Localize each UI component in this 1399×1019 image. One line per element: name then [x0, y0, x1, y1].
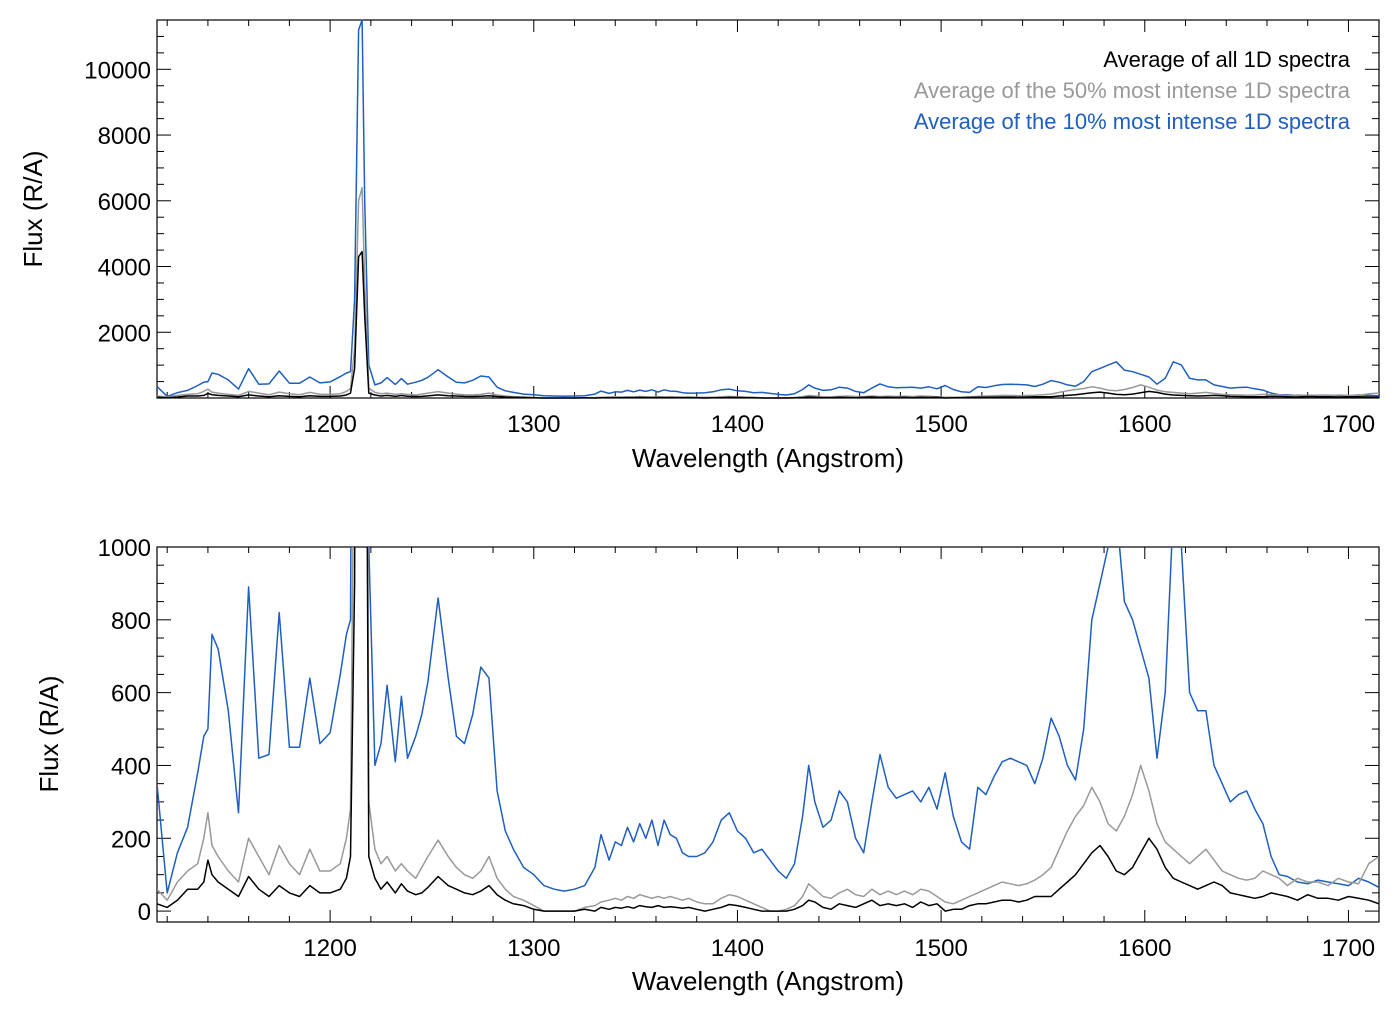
bottom-y-tick-label: 800 [111, 608, 151, 635]
top-x-tick-label: 1200 [303, 411, 356, 438]
top-x-tick-label: 1700 [1322, 411, 1375, 438]
top-y-tick-label: 4000 [98, 255, 151, 282]
top-x-tick-label: 1500 [914, 411, 967, 438]
bottom-y-tick-label: 200 [111, 826, 151, 853]
bottom-x-tick-label: 1300 [507, 935, 560, 962]
legend-entry-all: Average of all 1D spectra [1103, 47, 1350, 72]
top-x-tick-label: 1600 [1118, 411, 1171, 438]
bottom-x-tick-label: 1500 [914, 935, 967, 962]
bottom-plot-frame [156, 546, 1380, 923]
top-plot-frame [156, 19, 1380, 399]
bottom-chart-panel: 1200 1300 1400 1500 1600 1700 0 200 400 600 800 10… [34, 535, 1380, 996]
top-y-tick-label: 6000 [98, 189, 151, 216]
bottom-x-tick-label: 1700 [1322, 935, 1375, 962]
bottom-x-tick-label: 1600 [1118, 935, 1171, 962]
top-y-axis-label: Flux (R/A) [18, 151, 48, 268]
bottom-y-tick-label: 1000 [98, 535, 151, 562]
legend-entry-top10: Average of the 10% most intense 1D spect… [914, 109, 1351, 134]
top-x-tick-label: 1300 [507, 411, 560, 438]
bottom-y-tick-label: 600 [111, 681, 151, 708]
top-chart-panel: 1200 1300 1400 1500 1600 1700 2000 4000 6000 800… [18, 19, 1380, 473]
top-y-tick-label: 2000 [98, 320, 151, 347]
legend-entry-top50: Average of the 50% most intense 1D spect… [914, 78, 1351, 103]
bottom-x-tick-label: 1200 [303, 935, 356, 962]
legend: Average of all 1D spectra Average of the… [914, 47, 1351, 134]
bottom-series-all [157, 547, 1379, 912]
bottom-y-axis-label: Flux (R/A) [34, 676, 64, 793]
bottom-x-axis-label: Wavelength (Angstrom) [632, 966, 904, 996]
top-series-top50 [156, 186, 1380, 399]
top-y-tick-label: 8000 [98, 123, 151, 150]
bottom-series-top50 [157, 547, 1379, 912]
bottom-y-tick-label: 400 [111, 753, 151, 780]
top-series-top10 [156, 19, 1380, 398]
bottom-series-top10 [157, 547, 1379, 894]
bottom-x-tick-label: 1400 [711, 935, 764, 962]
top-y-tick-label: 10000 [84, 57, 151, 84]
top-x-tick-label: 1400 [711, 411, 764, 438]
top-series-all [156, 250, 1380, 399]
top-x-axis-label: Wavelength (Angstrom) [632, 443, 904, 473]
bottom-y-tick-label: 0 [138, 899, 151, 926]
